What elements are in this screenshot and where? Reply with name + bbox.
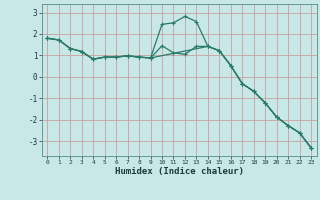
X-axis label: Humidex (Indice chaleur): Humidex (Indice chaleur): [115, 167, 244, 176]
